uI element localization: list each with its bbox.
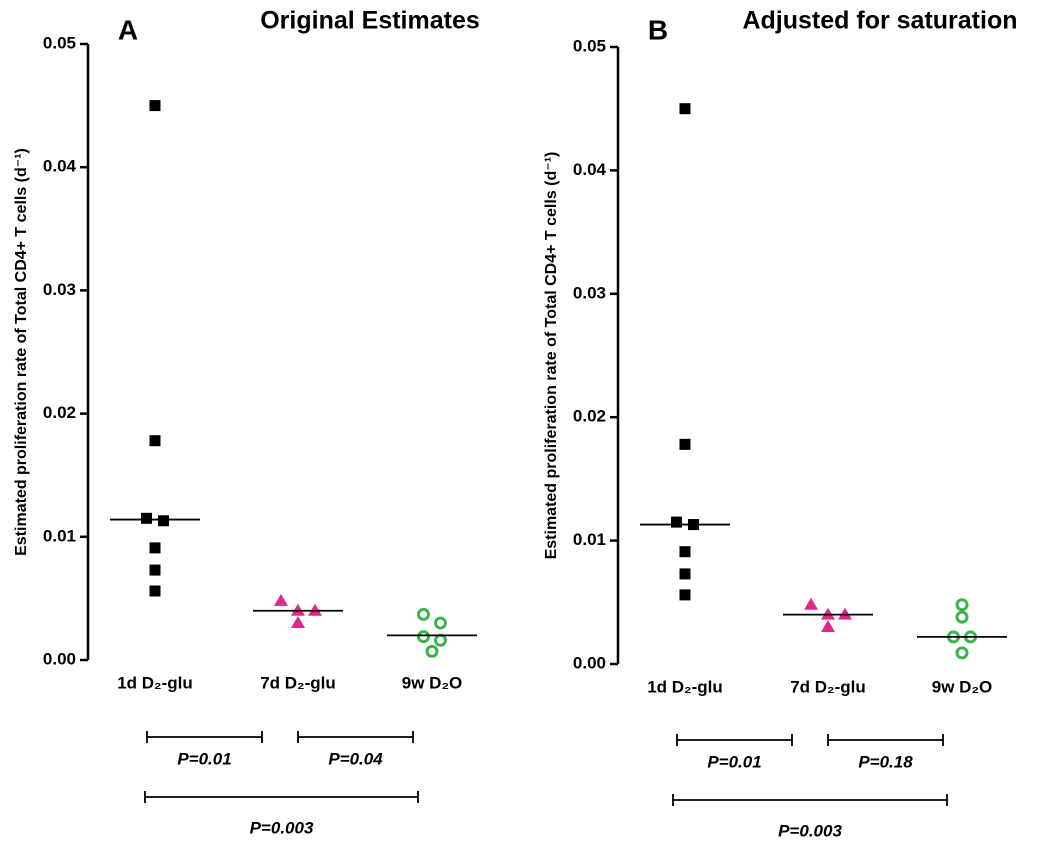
point [955,646,969,660]
y-tick-label: 0.02 [573,407,606,426]
point [679,589,691,601]
point [158,515,169,527]
y-tick-label: 0.05 [573,36,606,55]
point [417,607,430,621]
p-value: P=0.18 [858,752,913,771]
p-value: P=0.04 [328,749,383,768]
point [821,607,835,620]
y-axis-label: Estimated proliferation rate of Total CD… [543,152,560,560]
panel-letter: A [118,14,138,45]
p-value: P=0.003 [250,818,314,837]
x-tick-label: 1d D₂-glu [117,673,193,692]
x-tick-label: 9w D₂O [932,677,992,696]
point [838,607,852,620]
point [679,546,691,558]
point [434,616,447,630]
point [679,438,691,450]
point [679,568,691,580]
p-value: P=0.01 [707,752,761,771]
p-value: P=0.003 [778,821,842,840]
point [274,593,288,606]
y-tick-label: 0.00 [573,653,606,672]
x-tick-label: 9w D₂O [402,673,462,692]
point [308,603,322,616]
y-tick-label: 0.03 [573,283,606,302]
chart-title: Adjusted for saturation [742,7,1017,35]
point [141,512,152,524]
point [149,435,161,447]
point [425,644,439,658]
point [821,619,835,632]
point [804,597,818,610]
point [149,100,161,112]
point [671,516,682,528]
point [434,633,447,647]
chart-title: Original Estimates [260,7,480,35]
point [955,598,969,612]
y-tick-label: 0.00 [43,649,76,668]
point [955,610,969,624]
x-tick-label: 7d D₂-glu [790,677,866,696]
panel-letter: B [648,14,668,45]
y-tick-label: 0.01 [573,530,606,549]
y-tick-label: 0.04 [43,157,77,176]
point [149,564,161,576]
point [679,103,691,115]
y-tick-label: 0.04 [573,160,607,179]
y-tick-label: 0.02 [43,403,76,422]
y-tick-label: 0.01 [43,526,76,545]
point [149,585,161,597]
y-tick-label: 0.05 [43,33,76,52]
point [291,603,305,616]
x-tick-label: 7d D₂-glu [260,673,336,692]
point [417,630,430,644]
y-axis-label: Estimated proliferation rate of Total CD… [13,148,30,556]
y-tick-label: 0.03 [43,280,76,299]
point [291,616,305,629]
point [149,542,161,554]
p-value: P=0.01 [177,749,231,768]
x-tick-label: 1d D₂-glu [647,677,723,696]
